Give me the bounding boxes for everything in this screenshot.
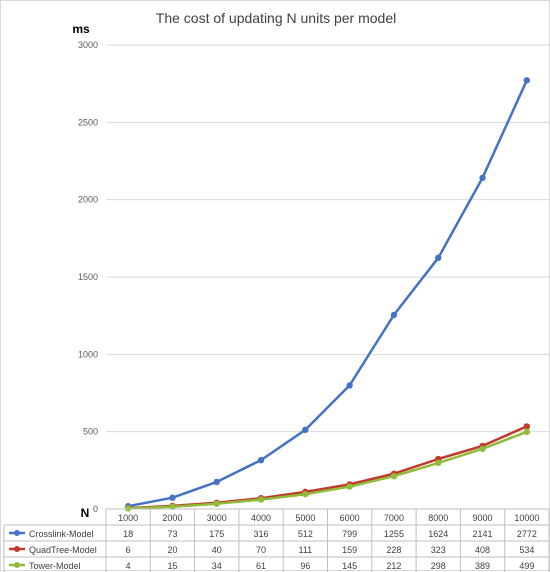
- gridlines: [106, 44, 549, 510]
- data-label: 40: [212, 545, 222, 555]
- x-tick-label: 2000: [162, 513, 182, 523]
- y-tick-label: 1500: [78, 272, 98, 282]
- x-tick-label: 6000: [340, 513, 360, 523]
- data-label: 175: [209, 529, 224, 539]
- data-point: [346, 483, 353, 490]
- data-point: [523, 77, 531, 84]
- data-table: 1000 2000 3000 4000 5000 6000 7000 8000 9000 1000…: [3, 508, 550, 572]
- data-label: 34: [212, 561, 222, 571]
- data-label: 316: [254, 529, 269, 539]
- legend-entry: QuadTree-Model: [29, 545, 97, 555]
- y-axis-label: ms: [72, 22, 90, 36]
- data-point: [435, 254, 442, 262]
- data-point: [523, 428, 531, 436]
- x-axis-label: N: [81, 506, 90, 520]
- data-label: 1624: [428, 529, 448, 539]
- y-tick-label: 2500: [78, 117, 98, 127]
- data-label: 61: [256, 561, 266, 571]
- data-label: 2772: [517, 529, 537, 539]
- data-point: [124, 505, 132, 512]
- data-point: [390, 311, 398, 319]
- data-label: 499: [519, 561, 534, 571]
- data-label: 20: [167, 545, 177, 555]
- x-tick-label: 1000: [118, 513, 138, 523]
- series-line: [128, 425, 528, 510]
- data-label: 159: [342, 545, 357, 555]
- y-tick-label: 3000: [78, 40, 98, 50]
- x-tick-label: 8000: [428, 513, 448, 523]
- y-tick-labels: 0 500 1000 1500 2000 2500 3000: [78, 40, 98, 514]
- data-point: [390, 473, 398, 480]
- x-tick-label: 7000: [384, 513, 404, 523]
- data-label: 70: [256, 545, 266, 555]
- series-line: [128, 430, 528, 510]
- series-line: [127, 79, 528, 508]
- y-tick-label: 1000: [78, 349, 98, 359]
- y-tick-label: 500: [83, 427, 98, 437]
- data-label: 389: [475, 561, 490, 571]
- data-label: 2141: [473, 529, 493, 539]
- data-point: [479, 445, 486, 453]
- y-tick-label: 0: [93, 504, 98, 514]
- data-label: 4: [126, 561, 131, 571]
- data-point: [523, 423, 531, 430]
- legend-swatch-marker: [14, 530, 20, 536]
- data-label: 298: [431, 561, 446, 571]
- data-point: [302, 490, 309, 498]
- legend-swatch-marker: [14, 546, 20, 552]
- data-label: 15: [167, 561, 177, 571]
- legend-swatch-marker: [14, 562, 20, 568]
- data-label: 111: [299, 545, 313, 555]
- data-point: [435, 459, 442, 467]
- data-point: [169, 503, 176, 510]
- x-tick-label: 9000: [473, 513, 493, 523]
- data-label: 799: [342, 529, 357, 539]
- x-tick-label: 3000: [207, 513, 227, 523]
- data-point: [213, 478, 220, 486]
- data-label: 145: [342, 561, 357, 571]
- data-point: [346, 382, 353, 389]
- data-point: [257, 496, 265, 503]
- data-label: 6: [126, 545, 131, 555]
- legend-entry: Tower-Model: [29, 561, 81, 571]
- data-point: [257, 456, 265, 464]
- y-tick-label: 2000: [78, 195, 98, 205]
- data-point: [302, 426, 309, 434]
- data-label: 96: [300, 561, 310, 571]
- x-tick-label: 10000: [514, 513, 539, 523]
- data-label: 512: [298, 529, 313, 539]
- x-tick-label: 4000: [251, 513, 271, 523]
- data-label: 408: [475, 545, 490, 555]
- data-point: [479, 174, 486, 182]
- series-lines: [124, 77, 531, 512]
- data-point: [169, 494, 176, 501]
- data-label: 1255: [384, 529, 404, 539]
- chart-title: The cost of updating N units per model: [156, 10, 396, 26]
- data-label: 228: [386, 545, 401, 555]
- data-label: 534: [519, 545, 534, 555]
- data-label: 323: [431, 545, 446, 555]
- x-tick-label: 5000: [295, 513, 315, 523]
- data-point: [213, 500, 220, 507]
- data-label: 212: [386, 561, 401, 571]
- data-label: 73: [167, 529, 177, 539]
- data-label: 18: [123, 529, 133, 539]
- legend-entry: Crosslink-Model: [29, 529, 94, 539]
